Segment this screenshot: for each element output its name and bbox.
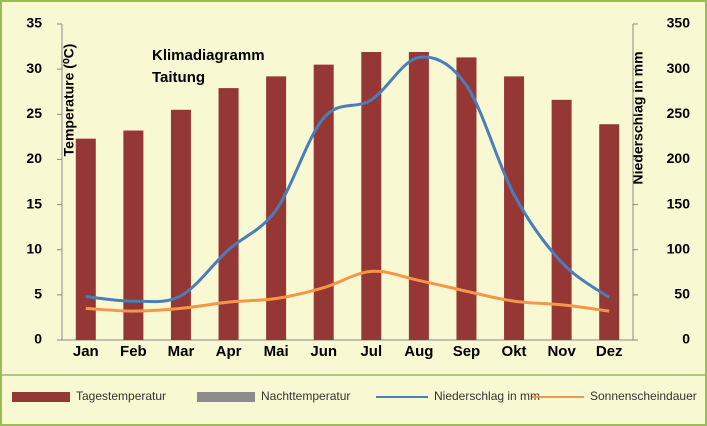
legend-label: Niederschlag in mm bbox=[434, 389, 540, 403]
y2-tick-label: 0 bbox=[682, 331, 690, 347]
y-tick-label: 25 bbox=[26, 105, 42, 121]
legend-label: Tagestemperatur bbox=[76, 389, 166, 403]
x-tick-label: Jun bbox=[310, 343, 337, 360]
y-axis-label: Temperature (⁰C) bbox=[61, 44, 77, 157]
bar bbox=[504, 76, 525, 340]
legend-label: Sonnenscheindauer bbox=[590, 389, 697, 403]
y-tick-label: 5 bbox=[34, 286, 42, 302]
x-tick-label: Nov bbox=[547, 343, 576, 360]
x-tick-label: Apr bbox=[216, 343, 242, 360]
x-tick-label: Mar bbox=[168, 343, 195, 360]
line bbox=[85, 269, 610, 313]
bar bbox=[599, 124, 620, 341]
y-tick-label: 10 bbox=[26, 240, 42, 256]
y2-tick-label: 150 bbox=[667, 195, 691, 211]
x-tick-label: Jul bbox=[360, 343, 382, 360]
legend-swatch bbox=[12, 392, 70, 402]
y2-tick-label: 200 bbox=[667, 150, 691, 166]
y2-tick-label: 250 bbox=[667, 105, 691, 121]
x-tick-label: Mai bbox=[264, 343, 289, 360]
y-tick-label: 30 bbox=[26, 60, 42, 76]
bar bbox=[218, 88, 239, 340]
chart-subtitle: Taitung bbox=[152, 69, 205, 86]
legend-swatch bbox=[197, 392, 255, 402]
chart-title: Klimadiagramm bbox=[152, 47, 265, 64]
x-tick-label: Aug bbox=[404, 343, 433, 360]
y2-tick-label: 50 bbox=[674, 286, 690, 302]
y-tick-label: 35 bbox=[26, 15, 42, 31]
x-tick-label: Jan bbox=[73, 343, 99, 360]
y-tick-label: 20 bbox=[26, 150, 42, 166]
bar bbox=[408, 51, 429, 340]
y2-tick-label: 350 bbox=[667, 15, 691, 31]
line bbox=[85, 55, 611, 304]
y2-axis-label: Niederschlag in mm bbox=[630, 51, 646, 184]
bar bbox=[361, 51, 382, 340]
bar bbox=[170, 109, 191, 341]
x-tick-label: Feb bbox=[120, 343, 147, 360]
x-tick-label: Dez bbox=[596, 343, 623, 360]
x-tick-label: Okt bbox=[502, 343, 527, 360]
y-tick-label: 0 bbox=[34, 331, 42, 347]
bar bbox=[456, 57, 477, 341]
bar bbox=[123, 130, 144, 340]
y2-tick-label: 100 bbox=[667, 240, 691, 256]
bar bbox=[75, 138, 96, 340]
y2-tick-label: 300 bbox=[667, 60, 691, 76]
y-tick-label: 15 bbox=[26, 195, 42, 211]
bar bbox=[551, 99, 572, 340]
bar bbox=[313, 64, 334, 340]
x-tick-label: Sep bbox=[453, 343, 481, 360]
legend-label: Nachttemperatur bbox=[261, 389, 350, 403]
